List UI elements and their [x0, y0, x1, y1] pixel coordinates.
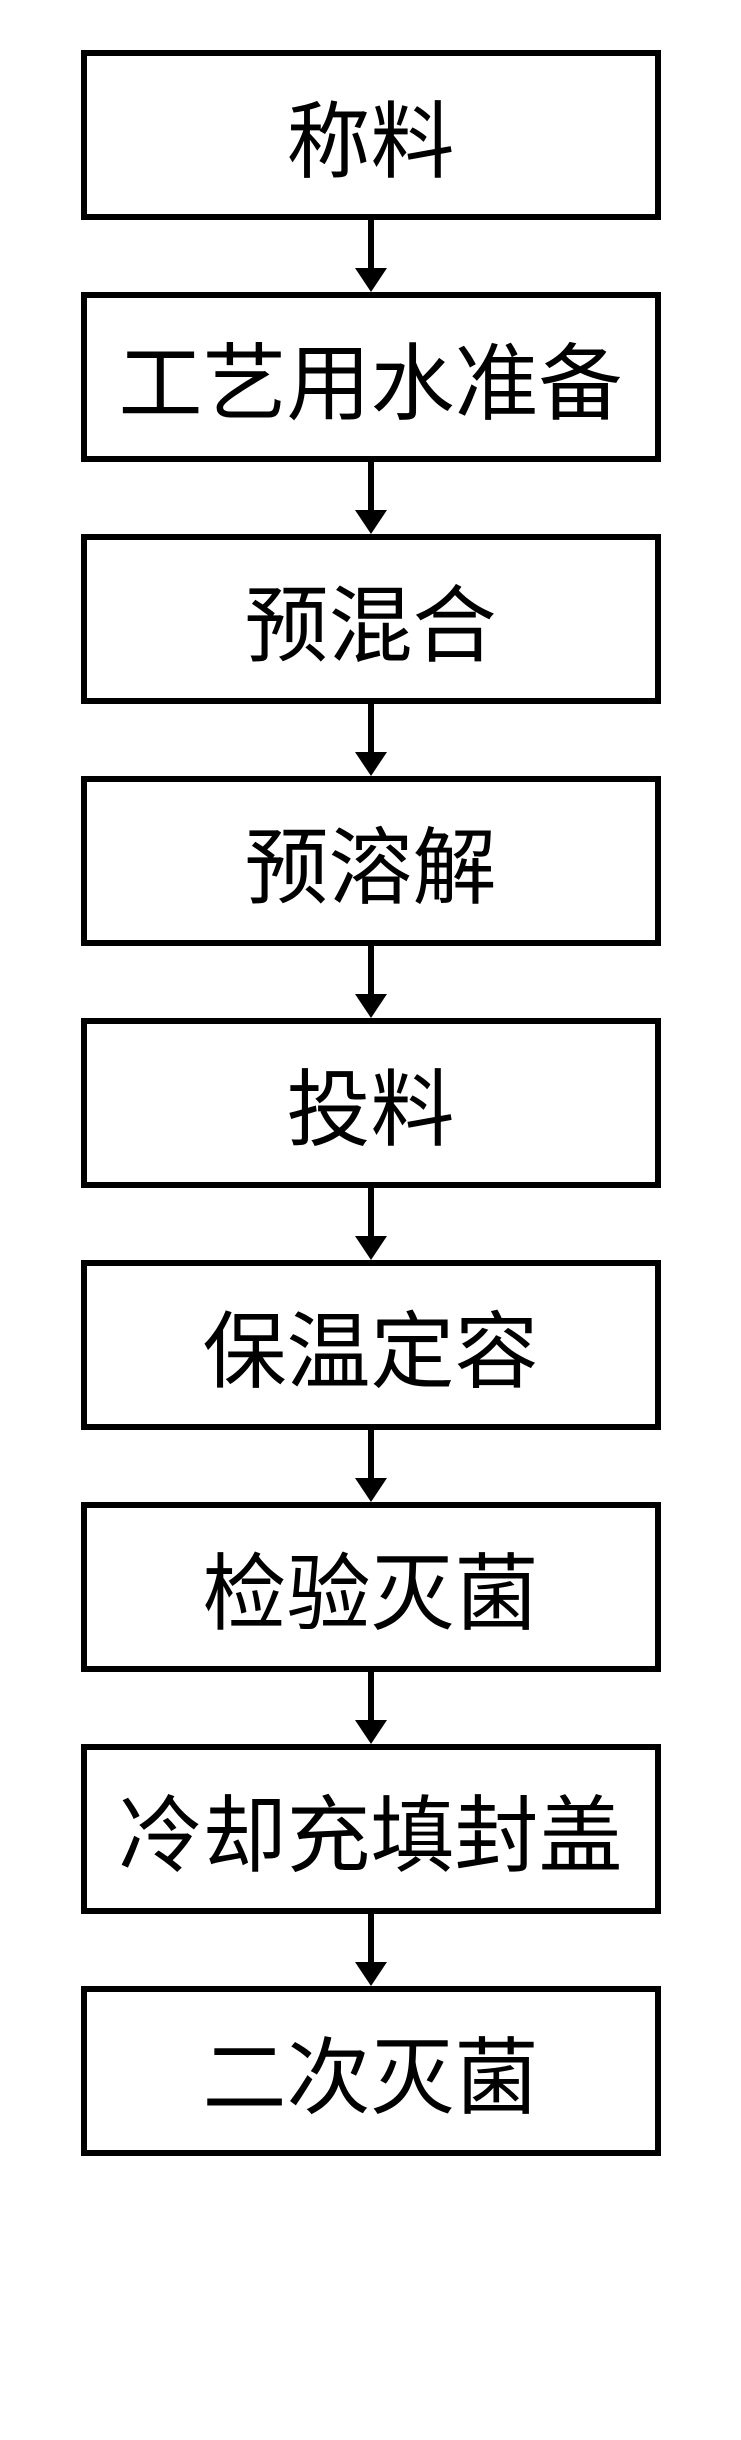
flowchart-step: 检验灭菌	[81, 1502, 661, 1672]
arrow-down-icon	[368, 1430, 374, 1502]
flowchart-step: 投料	[81, 1018, 661, 1188]
flowchart-step: 称料	[81, 50, 661, 220]
step-label: 称料	[286, 75, 454, 196]
arrow-down-icon	[368, 946, 374, 1018]
step-label: 检验灭菌	[202, 1527, 538, 1648]
step-label: 预溶解	[244, 801, 496, 922]
flowchart-step: 预溶解	[81, 776, 661, 946]
arrow-down-icon	[368, 462, 374, 534]
arrow-down-icon	[368, 1914, 374, 1986]
arrow-down-icon	[368, 220, 374, 292]
flowchart-step: 保温定容	[81, 1260, 661, 1430]
step-label: 预混合	[244, 559, 496, 680]
step-label: 冷却充填封盖	[118, 1769, 622, 1890]
step-label: 投料	[286, 1043, 454, 1164]
flowchart-step: 冷却充填封盖	[81, 1744, 661, 1914]
flowchart-step: 工艺用水准备	[81, 292, 661, 462]
step-label: 二次灭菌	[202, 2011, 538, 2132]
arrow-down-icon	[368, 704, 374, 776]
flowchart-step: 预混合	[81, 534, 661, 704]
flowchart-step: 二次灭菌	[81, 1986, 661, 2156]
step-label: 保温定容	[202, 1285, 538, 1406]
arrow-down-icon	[368, 1672, 374, 1744]
flowchart-container: 称料 工艺用水准备 预混合 预溶解 投料 保温定容 检验灭菌	[81, 50, 661, 2156]
step-label: 工艺用水准备	[118, 317, 622, 438]
arrow-down-icon	[368, 1188, 374, 1260]
